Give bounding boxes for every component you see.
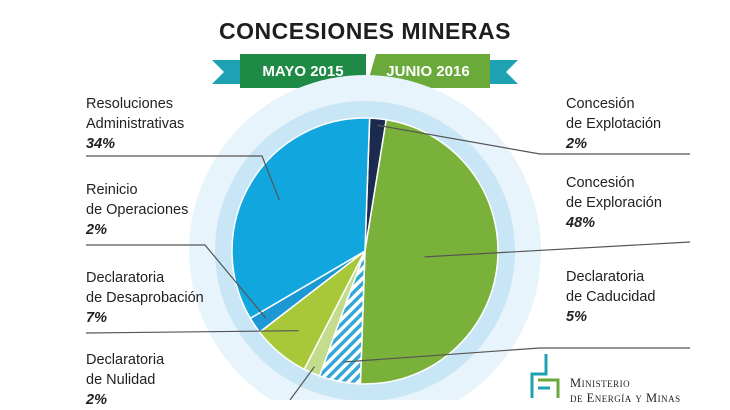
- pie-slice-exploracion: [359, 118, 499, 385]
- leader-line-exploracion: [424, 241, 691, 258]
- pie-chart: [85, 75, 691, 400]
- leader-line-resoluciones: [86, 155, 280, 201]
- label-resoluciones: Resoluciones Administrativas 34%: [86, 94, 184, 154]
- label-caducidad: Declaratoria de Caducidad 5%: [566, 267, 656, 327]
- label-reinicio: Reinicio de Operaciones 2%: [86, 180, 188, 240]
- label-desaprobacion-line1: Declaratoria: [86, 270, 165, 286]
- label-caducidad-line2: de Caducidad: [566, 289, 656, 305]
- leader-line-explotacion: [377, 124, 690, 155]
- label-exploracion-line2: de Exploración: [566, 195, 662, 211]
- label-explotacion-pct: 2%: [566, 136, 587, 152]
- label-reinicio-pct: 2%: [86, 222, 107, 238]
- date-ribbon: MAYO 2015 JUNIO 2016: [212, 54, 518, 88]
- label-resoluciones-line2: Administrativas: [86, 116, 185, 132]
- leader-line-desaprobacion: [85, 330, 299, 334]
- label-exploracion: Concesión de Exploración 48%: [566, 173, 662, 233]
- label-exploracion-line1: Concesión: [566, 175, 635, 191]
- ministry-logo-text: Ministerio de Energía y Minas: [570, 376, 681, 406]
- label-desaprobacion: Declaratoria de Desaprobación 7%: [86, 268, 204, 328]
- leader-line-reinicio: [86, 244, 267, 319]
- label-desaprobacion-line2: de Desaprobación: [86, 290, 204, 306]
- label-desaprobacion-pct: 7%: [86, 310, 107, 326]
- label-explotacion-line2: de Explotación: [566, 116, 662, 132]
- label-explotacion-line1: Concesión: [566, 96, 635, 112]
- label-caducidad-pct: 5%: [566, 309, 587, 325]
- label-caducidad-line1: Declaratoria: [566, 269, 645, 285]
- logo-line2: de Energía y Minas: [570, 391, 681, 405]
- label-reinicio-line2: de Operaciones: [86, 202, 189, 218]
- label-nulidad-line1: Declaratoria: [86, 352, 165, 368]
- leader-line-caducidad: [343, 347, 690, 363]
- label-reinicio-line1: Reinicio: [86, 182, 138, 198]
- logo-line1: Ministerio: [570, 376, 631, 390]
- chart-title: CONCESIONES MINERAS: [219, 18, 511, 44]
- label-resoluciones-line1: Resoluciones: [86, 96, 174, 112]
- ministry-logo-icon: [530, 354, 560, 398]
- label-nulidad: Declaratoria de Nulidad 2%: [86, 350, 164, 410]
- label-nulidad-line2: de Nulidad: [86, 372, 156, 388]
- label-explotacion: Concesión de Explotación 2%: [566, 94, 661, 154]
- label-nulidad-pct: 2%: [86, 392, 107, 408]
- leader-line-nulidad: [289, 366, 315, 400]
- label-resoluciones-pct: 34%: [86, 136, 116, 152]
- label-exploracion-pct: 48%: [566, 215, 596, 231]
